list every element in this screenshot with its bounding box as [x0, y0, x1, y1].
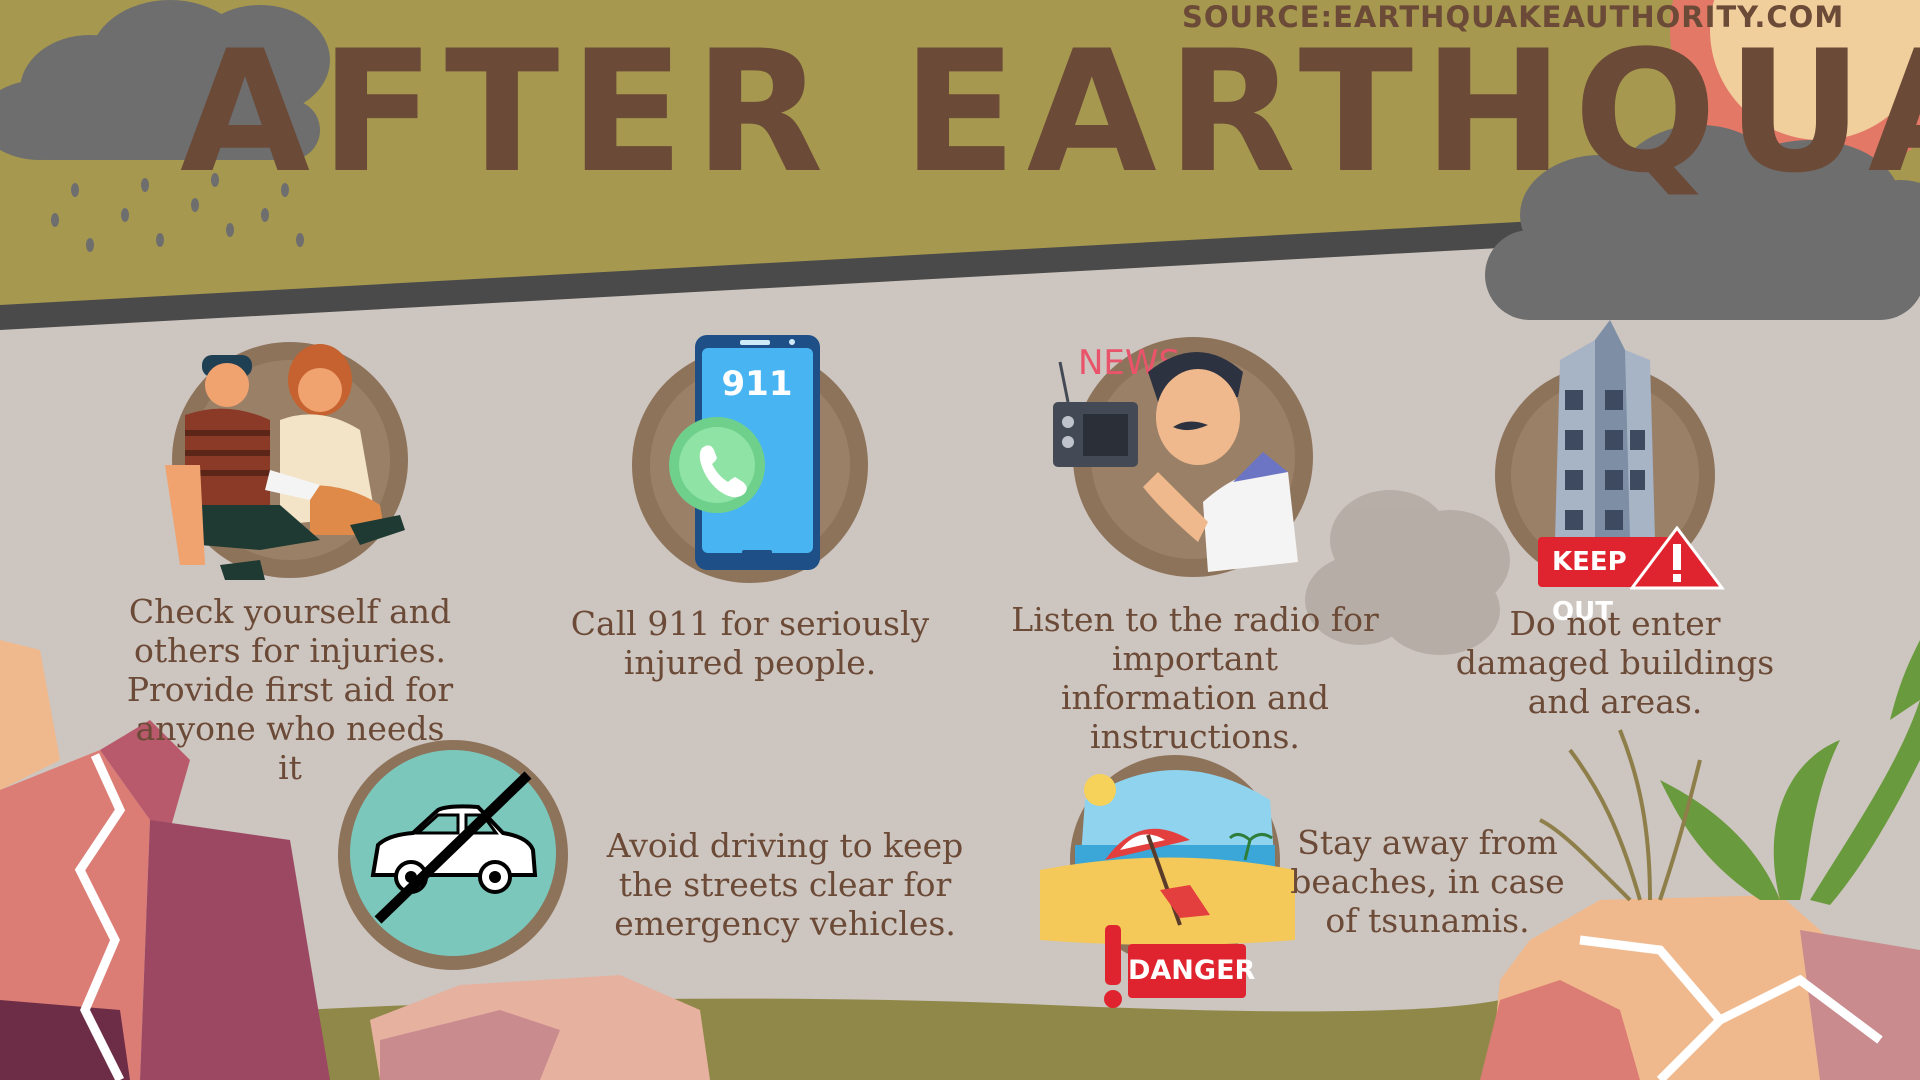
plant-icon — [1660, 640, 1920, 905]
damaged-building-icon — [1495, 320, 1715, 585]
danger-badge: DANGER — [1128, 944, 1255, 998]
beach-danger-icon — [1040, 755, 1295, 965]
tip-avoid-driving-text: Avoid driving to keep the streets clear … — [606, 826, 964, 943]
no-driving-icon — [338, 740, 568, 970]
tip-check-injuries-text: Check yourself and others for injuries. … — [126, 592, 454, 787]
svg-text:911: 911 — [722, 364, 793, 404]
grass-icon — [1539, 729, 1702, 902]
tip-call-911-text: Call 911 for seriously injured people. — [570, 604, 930, 682]
source-credit: SOURCE:EARTHQUAKEAUTHORITY.COM — [1182, 0, 1845, 34]
middle-rock — [370, 975, 710, 1080]
rain-cloud-icon — [0, 0, 330, 160]
exclamation-icon — [1104, 925, 1122, 1008]
dust-cloud — [1305, 490, 1510, 655]
tip-avoid-beaches-text: Stay away from beaches, in case of tsuna… — [1290, 823, 1565, 940]
header-banner — [0, 0, 1920, 305]
raindrops — [51, 173, 304, 252]
radio-news-icon: NEWS — [1053, 337, 1313, 577]
left-rocks — [0, 640, 330, 1080]
first-aid-icon — [165, 342, 408, 580]
storm-cloud-icon — [1485, 125, 1920, 320]
phone-911-icon: 911 — [632, 335, 868, 583]
tip-listen-radio-text: Listen to the radio for important inform… — [1011, 600, 1379, 756]
page-title: AFTER EARTHQUAKE — [180, 14, 1920, 210]
right-rocks — [1480, 895, 1920, 1080]
tip-damaged-buildings-text: Do not enter damaged buildings and areas… — [1455, 604, 1775, 721]
warning-icon — [1630, 526, 1725, 590]
